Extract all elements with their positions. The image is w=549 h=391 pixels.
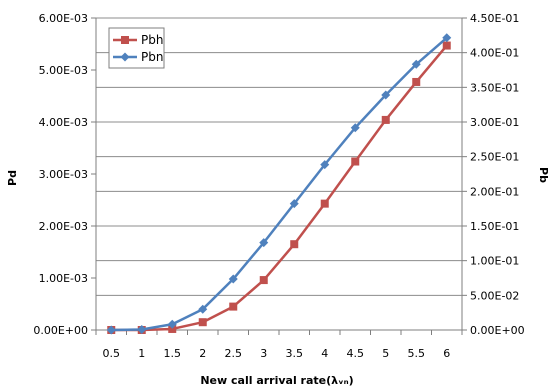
- data-point-pbn: [381, 90, 391, 100]
- legend: Pbh Pbn: [108, 27, 165, 69]
- y-right-tick-label: 2.00E-01: [470, 185, 519, 198]
- data-point-pbn: [137, 324, 147, 334]
- data-point-pbn: [228, 274, 238, 284]
- data-point-pbn: [106, 325, 116, 335]
- data-point-pbn: [289, 199, 299, 209]
- series-line-pbh: [111, 44, 448, 332]
- y-axis-right-title: Pb: [537, 167, 549, 183]
- data-point-pbh: [290, 240, 299, 249]
- series-line-pbn: [111, 36, 448, 332]
- data-point-pbh: [259, 276, 268, 285]
- y-right-tick-label: 4.00E-01: [470, 47, 519, 60]
- y-axis-left-title: Pd: [6, 170, 19, 186]
- data-point-pbh: [320, 199, 329, 208]
- data-point-pbh: [381, 115, 390, 124]
- data-point-pbn: [320, 160, 330, 170]
- legend-label-pbh: Pbh: [141, 33, 163, 47]
- data-point-pbn: [259, 238, 269, 248]
- data-point-pbh: [229, 302, 238, 311]
- y-left-tick-label: 0.00E+00: [33, 324, 88, 337]
- y-left-tick-label: 3.00E-03: [39, 168, 88, 181]
- y-left-tick-label: 5.00E-03: [39, 64, 88, 77]
- x-axis-title: New call arrival rate(λᵥₙ): [200, 374, 353, 387]
- x-tick-label: 1.5: [164, 347, 182, 360]
- data-point-pbn: [411, 59, 421, 69]
- data-point-pbh: [412, 77, 421, 86]
- legend-box: [108, 27, 165, 69]
- legend-marker-pbh: [121, 36, 129, 44]
- legend-marker-pbn: [120, 52, 130, 62]
- legend-label-pbn: Pbn: [141, 50, 163, 64]
- y-right-tick-label: 0.00E+00: [470, 324, 525, 337]
- x-tick-label: 4.5: [347, 347, 365, 360]
- axes-layer: 0.00E+00 1.00E-03 2.00E-03 3.00E-03 4.00E-03…: [33, 12, 524, 360]
- x-tick-label: 0.5: [103, 347, 121, 360]
- x-tick-label: 5: [382, 347, 389, 360]
- data-point-pbn: [350, 123, 360, 133]
- y-right-tick-label: 3.00E-01: [470, 116, 519, 129]
- y-right-tick-label: 5.00E-02: [470, 289, 519, 302]
- data-point-pbh: [351, 157, 360, 166]
- y-right-tick-label: 1.00E-01: [470, 255, 519, 268]
- x-tick-label: 5.5: [408, 347, 426, 360]
- y-left-tick-label: 2.00E-03: [39, 220, 88, 233]
- series-layer: [106, 33, 452, 335]
- data-point-pbn: [442, 33, 452, 43]
- data-point-pbh: [442, 41, 451, 50]
- x-tick-label: 3.5: [286, 347, 304, 360]
- y-right-tick-label: 2.50E-01: [470, 151, 519, 164]
- x-tick-label: 2.5: [225, 347, 243, 360]
- x-tick-label: 4: [321, 347, 328, 360]
- y-right-tick-label: 1.50E-01: [470, 220, 519, 233]
- data-point-pbn: [167, 319, 177, 329]
- y-left-tick-label: 1.00E-03: [39, 272, 88, 285]
- data-point-pbh: [168, 324, 177, 333]
- data-point-pbn: [198, 304, 208, 314]
- x-tick-label: 6: [443, 347, 450, 360]
- data-point-pbh: [198, 318, 207, 327]
- y-left-tick-label: 4.00E-03: [39, 116, 88, 129]
- grid-layer: [96, 17, 462, 296]
- y-right-tick-label: 3.50E-01: [470, 81, 519, 94]
- y-left-tick-label: 6.00E-03: [39, 12, 88, 25]
- y-right-tick-label: 4.50E-01: [470, 12, 519, 25]
- x-tick-label: 2: [199, 347, 206, 360]
- x-tick-label: 3: [260, 347, 267, 360]
- x-tick-label: 1: [138, 347, 145, 360]
